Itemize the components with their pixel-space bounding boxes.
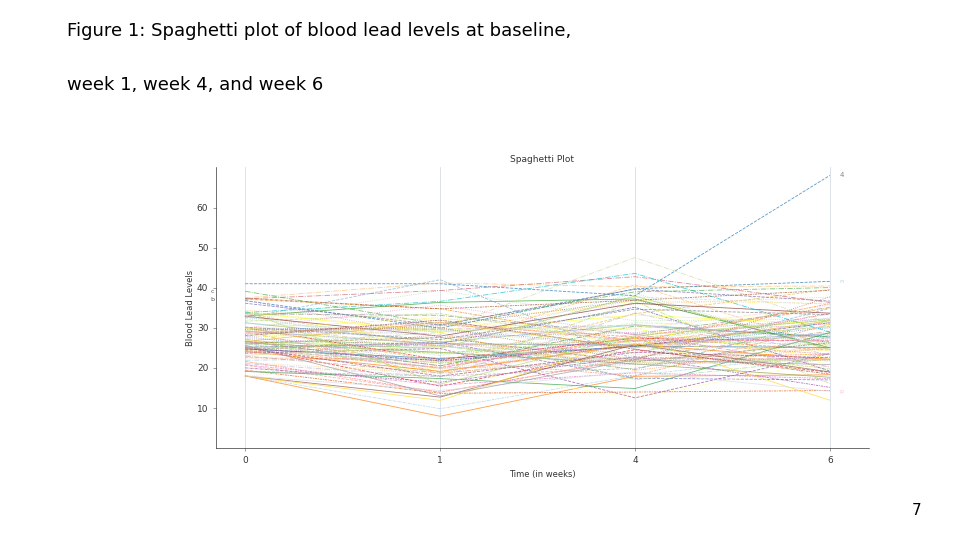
Text: b: b bbox=[210, 296, 214, 302]
Text: n: n bbox=[840, 279, 844, 284]
Text: week 1, week 4, and week 6: week 1, week 4, and week 6 bbox=[67, 76, 324, 93]
X-axis label: Time (in weeks): Time (in weeks) bbox=[509, 470, 576, 480]
Text: Figure 1: Spaghetti plot of blood lead levels at baseline,: Figure 1: Spaghetti plot of blood lead l… bbox=[67, 22, 571, 39]
Title: Spaghetti Plot: Spaghetti Plot bbox=[511, 155, 574, 164]
Text: 7: 7 bbox=[912, 503, 922, 518]
Text: p: p bbox=[840, 389, 844, 394]
Text: 4: 4 bbox=[840, 172, 844, 178]
Text: c: c bbox=[210, 289, 214, 294]
Y-axis label: Blood Lead Levels: Blood Lead Levels bbox=[186, 270, 196, 346]
